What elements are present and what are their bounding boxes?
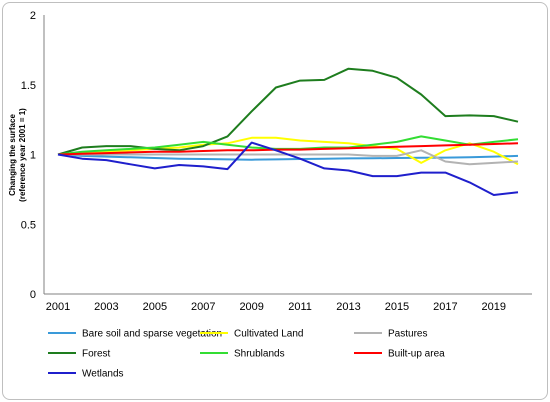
x-tick-label: 2007	[191, 301, 215, 313]
x-tick-label: 2005	[143, 301, 167, 313]
x-tick-labels: 2001 2003 2005 2007 2009 2011 2013 2015 2017 2019	[46, 301, 506, 313]
y-tick-label: 1	[30, 150, 36, 162]
y-tick-label: 0	[30, 289, 36, 301]
series-line-built-up-area	[57, 142, 519, 156]
series-line-forest	[57, 67, 519, 156]
legend-item-forest: Forest	[48, 349, 111, 360]
y-tick-labels: 0 0.5 1 1.5 2	[21, 10, 36, 301]
axes	[43, 15, 532, 295]
legend-item-cultivated-land: Cultivated Land	[200, 329, 304, 340]
x-tick-label: 2017	[433, 301, 457, 313]
x-tick-label: 2015	[385, 301, 409, 313]
x-tick-label: 2013	[336, 301, 360, 313]
y-tick-label: 1.5	[21, 80, 36, 92]
legend-label: Built-up area	[388, 349, 445, 360]
legend-item-wetlands: Wetlands	[48, 369, 124, 380]
legend-item-built-up-area: Built-up area	[354, 349, 445, 360]
x-tick-label: 2003	[94, 301, 118, 313]
legend-label: Wetlands	[82, 369, 124, 380]
series-line-cultivated-land	[57, 136, 519, 166]
legend-label: Cultivated Land	[234, 329, 304, 340]
series-line-bare-soil-and-sparse-vegetation	[57, 153, 519, 161]
legend-item-pastures: Pastures	[354, 329, 427, 340]
legend-item-bare-soil-and-sparse-vegetation: Bare soil and sparse vegetation	[48, 329, 222, 340]
series-lines	[57, 67, 519, 196]
legend-label: Pastures	[388, 329, 427, 340]
y-axis-title: Changing the surface (reference year 200…	[8, 108, 27, 202]
x-tick-label: 2011	[288, 301, 312, 313]
legend-label: Bare soil and sparse vegetation	[82, 329, 222, 340]
x-tick-label: 2009	[239, 301, 263, 313]
y-axis-title-line-2: (reference year 2001 = 1)	[18, 108, 27, 202]
legend-label: Forest	[82, 349, 111, 360]
legend-label: Shrublands	[234, 349, 285, 360]
y-tick-label: 0.5	[21, 219, 36, 231]
legend-item-shrublands: Shrublands	[200, 349, 285, 360]
x-tick-label: 2019	[482, 301, 506, 313]
y-axis-title-line-1: Changing the surface	[8, 114, 17, 196]
y-tick-label: 2	[30, 10, 36, 22]
legend: Bare soil and sparse vegetation Cultivate…	[48, 329, 445, 380]
x-tick-label: 2001	[46, 301, 70, 313]
series-line-wetlands	[57, 141, 519, 196]
